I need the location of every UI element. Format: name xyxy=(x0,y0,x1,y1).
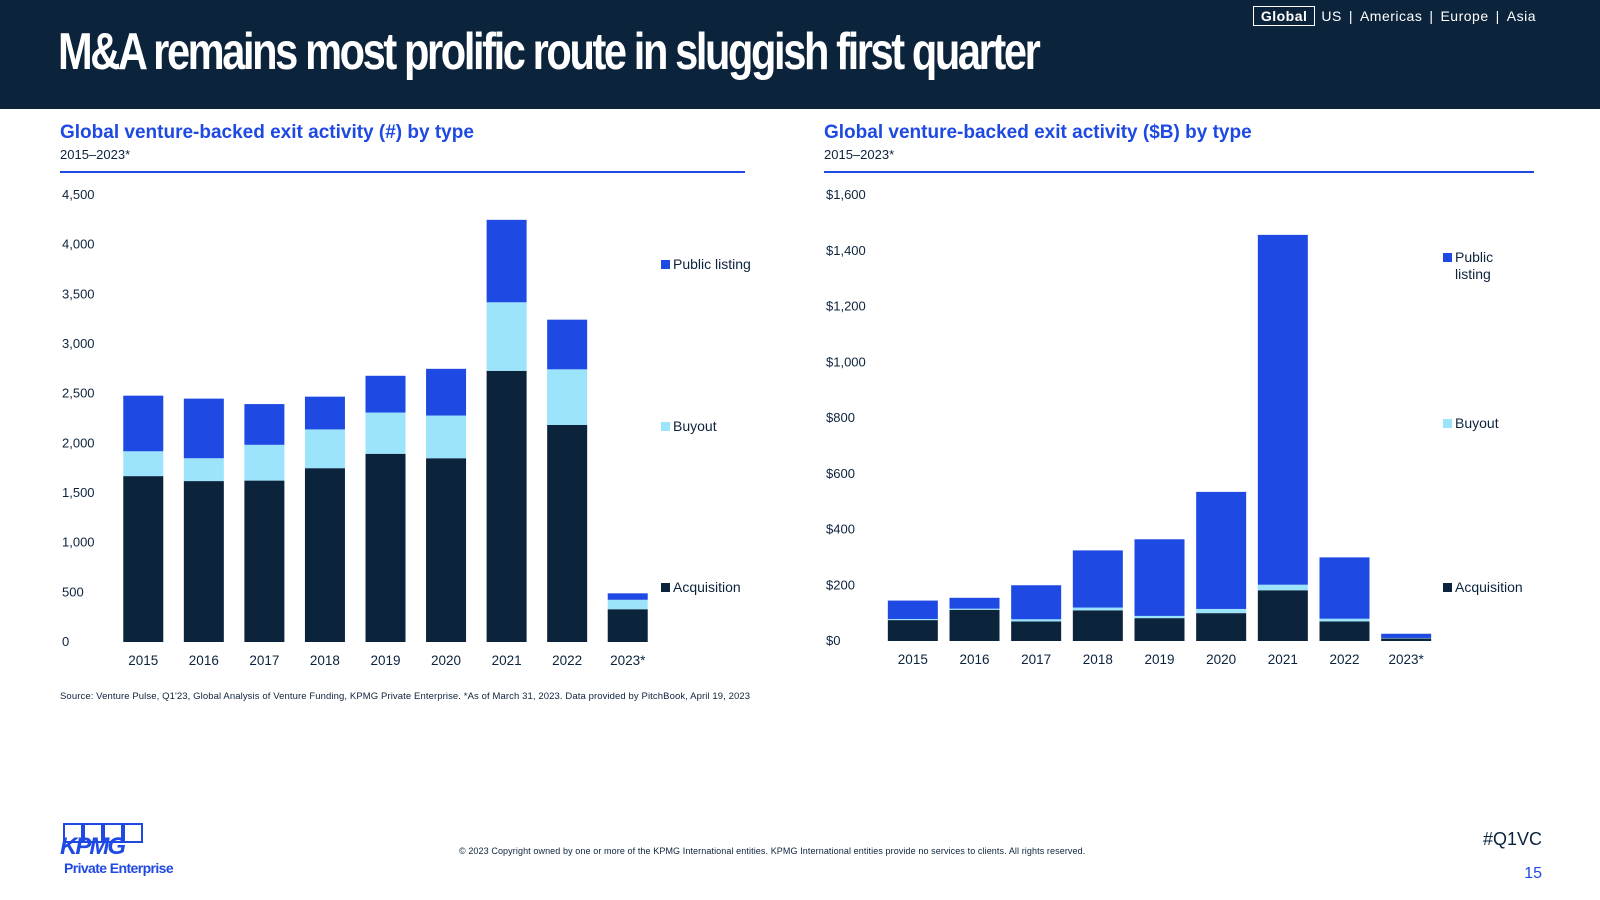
bar-segment-public-listing xyxy=(365,375,406,413)
legend-label: Acquisition xyxy=(673,579,741,595)
bar-segment-acquisition xyxy=(304,468,345,642)
x-tick-label: 2015 xyxy=(128,653,158,668)
y-tick-label: 2,500 xyxy=(62,386,95,401)
bar-segment-public-listing xyxy=(426,368,467,416)
region-separator: | xyxy=(1348,8,1353,24)
region-tab-global[interactable]: Global xyxy=(1252,6,1316,26)
bar-segment-buyout xyxy=(365,412,406,454)
bar-segment-public-listing xyxy=(547,319,588,370)
y-tick-label: 1,000 xyxy=(62,535,95,550)
page-number: 15 xyxy=(1524,865,1542,882)
region-tab-asia[interactable]: Asia xyxy=(1506,8,1536,24)
bar-segment-public-listing xyxy=(486,219,527,303)
region-tab-us[interactable]: US xyxy=(1321,8,1342,24)
legend-swatch xyxy=(661,583,670,592)
bar-segment-buyout xyxy=(426,415,467,459)
bar-segment-acquisition xyxy=(123,476,164,642)
y-tick-label: 1,500 xyxy=(62,485,95,500)
bar-segment-acquisition xyxy=(183,481,224,642)
x-tick-label: 2020 xyxy=(431,653,461,668)
chart-title-rule xyxy=(60,171,745,173)
page-title: M&A remains most prolific route in slugg… xyxy=(58,23,1041,81)
x-tick-label: 2021 xyxy=(492,653,522,668)
chart-count-header: Global venture-backed exit activity (#) … xyxy=(60,122,745,173)
bar-segment-acquisition xyxy=(244,480,285,642)
y-tick-label: 3,500 xyxy=(62,286,95,301)
y-tick-label: 3,000 xyxy=(62,336,95,351)
header-bar: M&A remains most prolific route in slugg… xyxy=(0,0,1600,109)
y-tick-label: 500 xyxy=(62,584,84,599)
x-tick-label: 2023* xyxy=(610,653,646,668)
y-tick-label: 4,000 xyxy=(62,237,95,252)
legend-label: Buyout xyxy=(673,418,717,434)
legend-label: Public listing xyxy=(673,256,751,272)
y-tick-label: 2,000 xyxy=(62,435,95,450)
bar-segment-acquisition xyxy=(547,424,588,642)
y-tick-label: 0 xyxy=(62,634,69,649)
bar-segment-public-listing xyxy=(244,404,285,445)
legend-swatch xyxy=(661,260,670,269)
chart-subtitle: 2015–2023* xyxy=(824,147,895,162)
copyright-notice: © 2023 Copyright owned by one or more of… xyxy=(459,846,1086,856)
bar-segment-buyout xyxy=(183,458,224,482)
region-tab-europe[interactable]: Europe xyxy=(1440,8,1489,24)
chart-title: Global venture-backed exit activity (#) … xyxy=(60,122,474,143)
source-note: Source: Venture Pulse, Q1'23, Global Ana… xyxy=(60,691,751,702)
region-nav: Global US | Americas | Europe | Asia xyxy=(1252,6,1542,26)
bar-segment-public-listing xyxy=(607,593,648,600)
chart-title-rule xyxy=(824,171,1534,173)
region-tab-americas[interactable]: Americas xyxy=(1359,8,1423,24)
x-tick-label: 2019 xyxy=(370,653,400,668)
legend-swatch xyxy=(661,422,670,431)
x-tick-label: 2022 xyxy=(552,653,582,668)
kpmg-logo-text: KPMG xyxy=(60,833,125,860)
region-separator: | xyxy=(1495,8,1500,24)
x-tick-label: 2016 xyxy=(189,653,219,668)
bar-segment-acquisition xyxy=(607,609,648,642)
chart-subtitle: 2015–2023* xyxy=(60,147,131,162)
y-tick-label: 4,500 xyxy=(62,187,95,202)
bar-segment-buyout xyxy=(304,429,345,469)
x-tick-label: 2018 xyxy=(310,653,340,668)
bar-segment-buyout xyxy=(244,444,285,481)
bar-segment-public-listing xyxy=(304,396,345,430)
bar-segment-buyout xyxy=(547,369,588,425)
x-tick-label: 2017 xyxy=(249,653,279,668)
kpmg-logo: KPMG xyxy=(60,823,143,860)
bar-segment-public-listing xyxy=(123,395,164,452)
bar-segment-buyout xyxy=(486,302,527,371)
bar-segment-buyout xyxy=(607,599,648,610)
bar-segment-public-listing xyxy=(183,398,224,459)
bar-segment-acquisition xyxy=(365,453,406,642)
chart-title: Global venture-backed exit activity ($B)… xyxy=(824,122,1252,143)
chart-value-header: Global venture-backed exit activity ($B)… xyxy=(824,122,1534,173)
bar-segment-buyout xyxy=(123,451,164,477)
hashtag: #Q1VC xyxy=(1482,829,1542,849)
region-separator: | xyxy=(1429,8,1434,24)
bar-segment-acquisition xyxy=(426,458,467,642)
bar-segment-acquisition xyxy=(486,370,527,642)
logo-subtext: Private Enterprise xyxy=(64,860,174,876)
